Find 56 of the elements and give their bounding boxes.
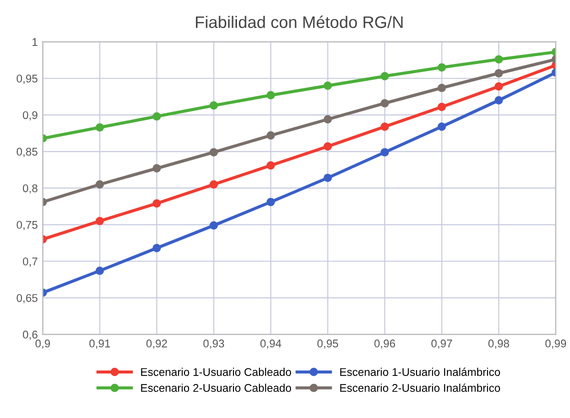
point xyxy=(210,221,218,230)
y-tick-label: 0,75 xyxy=(16,220,38,230)
point xyxy=(96,216,104,226)
x-tick-label: 0,91 xyxy=(89,340,110,349)
point xyxy=(152,199,161,208)
x-tick-label: 0,97 xyxy=(431,340,452,349)
point xyxy=(324,115,332,124)
point xyxy=(494,96,503,104)
x-tick-label: 0,94 xyxy=(260,340,282,349)
point xyxy=(380,148,389,156)
x-tick-label: 0,9 xyxy=(35,340,50,349)
point xyxy=(152,244,161,252)
x-tick-label: 0,92 xyxy=(146,340,168,349)
legend-label: Escenario 1-Usuario Cableado xyxy=(141,368,292,376)
y-tick-label: 0,95 xyxy=(16,74,38,84)
point xyxy=(210,148,218,156)
y-tick-label: 0,8 xyxy=(22,184,38,194)
point xyxy=(438,84,446,92)
point xyxy=(324,142,332,151)
x-tick-label: 0,98 xyxy=(488,340,510,349)
y-tick-label: 1 xyxy=(32,38,38,46)
point xyxy=(380,122,389,131)
y-tick-label: 0,6 xyxy=(22,330,38,340)
point xyxy=(438,102,446,112)
x-tick-label: 0,96 xyxy=(374,340,396,349)
chart-title: Fiabilidad con Método RG/N xyxy=(196,16,403,28)
point xyxy=(266,131,275,140)
legend-label: Escenario 2-Usuario Inalámbrico xyxy=(340,384,500,392)
y-tick-label: 0,85 xyxy=(16,148,38,157)
legend-label: Escenario 1-Usuario Inalámbrico xyxy=(340,368,500,376)
point xyxy=(96,266,104,275)
legend-label: Escenario 2-Usuario Cableado xyxy=(141,384,292,392)
point xyxy=(210,101,218,110)
point xyxy=(152,164,161,173)
point xyxy=(210,180,218,189)
point xyxy=(96,180,104,189)
point xyxy=(380,72,389,80)
point xyxy=(380,99,389,108)
point xyxy=(324,82,332,90)
point xyxy=(494,82,503,91)
y-tick-label: 0,65 xyxy=(16,294,38,304)
point xyxy=(96,123,104,132)
point xyxy=(494,69,503,78)
x-tick-label: 0,93 xyxy=(203,340,224,349)
point xyxy=(266,91,275,100)
point xyxy=(152,112,161,121)
point xyxy=(438,122,446,131)
y-tick-label: 0,9 xyxy=(22,111,38,120)
point xyxy=(324,174,332,182)
point xyxy=(266,198,275,206)
point xyxy=(494,55,503,64)
point xyxy=(438,63,446,72)
x-tick-label: 0,99 xyxy=(545,340,566,349)
point xyxy=(266,161,275,170)
x-tick-label: 0,95 xyxy=(317,340,338,349)
y-tick-label: 0,7 xyxy=(22,258,38,267)
